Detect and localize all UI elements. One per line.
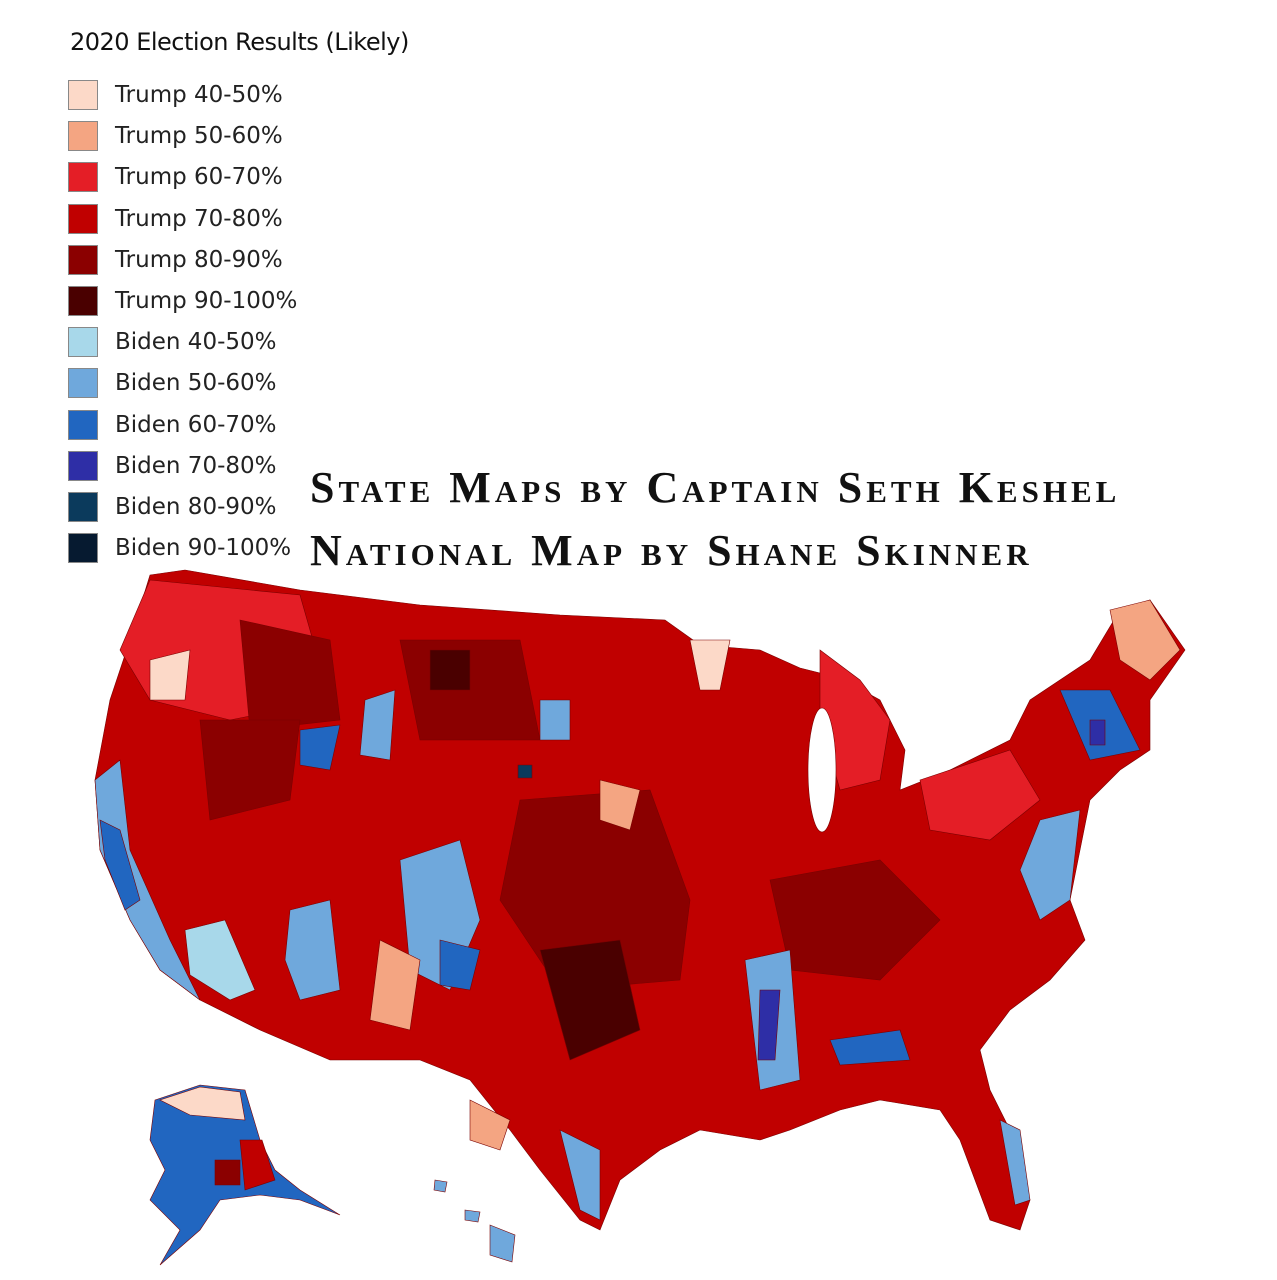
legend-item: Trump 80-90% xyxy=(68,244,283,276)
legend-item: Trump 60-70% xyxy=(68,161,283,193)
region xyxy=(94,759,201,1001)
region xyxy=(239,1139,276,1191)
region xyxy=(239,619,341,731)
region xyxy=(299,724,341,771)
legend-label: Biden 40-50% xyxy=(115,329,277,356)
region xyxy=(1109,599,1181,681)
region xyxy=(539,699,571,741)
region xyxy=(214,1159,241,1186)
legend-label: Trump 50-60% xyxy=(115,123,283,150)
legend-swatch xyxy=(68,121,98,152)
legend-label: Trump 40-50% xyxy=(115,82,283,108)
legend-swatch xyxy=(68,244,98,275)
region xyxy=(159,1086,246,1121)
region xyxy=(284,899,341,1001)
region xyxy=(689,639,731,691)
legend-label: Biden 60-70% xyxy=(115,411,277,438)
region xyxy=(149,649,191,701)
legend-label: Biden 50-60% xyxy=(115,370,277,397)
region xyxy=(919,749,1041,841)
legend-title: 2020 Election Results (Likely) xyxy=(70,28,409,56)
region xyxy=(99,819,141,911)
lake xyxy=(807,707,837,833)
hawaii xyxy=(433,1179,448,1193)
legend-swatch xyxy=(68,533,98,564)
legend-label: Biden 90-100% xyxy=(115,535,292,562)
legend-swatch xyxy=(68,450,98,481)
credit: National Map by Shane Skinner xyxy=(310,526,1033,575)
region xyxy=(757,989,781,1061)
region xyxy=(499,789,691,991)
legend-label: Trump 60-70% xyxy=(115,164,283,191)
legend-swatch xyxy=(68,80,98,110)
legend-label: Trump 70-80% xyxy=(115,205,283,232)
region xyxy=(517,764,533,779)
legend-item: Biden 80-90% xyxy=(68,491,277,523)
legend-item: Trump 50-60% xyxy=(68,120,283,152)
legend-label: Biden 80-90% xyxy=(115,494,277,520)
credit: State Maps by Captain Seth Keshel xyxy=(310,463,1121,512)
legend-swatch xyxy=(68,492,98,522)
region xyxy=(539,939,641,1061)
legend-label: Trump 80-90% xyxy=(115,246,283,273)
region xyxy=(829,1029,911,1066)
legend-swatch xyxy=(68,368,98,399)
legend-swatch xyxy=(68,286,98,316)
legend-item: Trump 40-50% xyxy=(68,79,283,111)
legend-swatch xyxy=(68,409,98,440)
legend-item: Trump 70-80% xyxy=(68,203,283,235)
legend-item: Biden 60-70% xyxy=(68,409,277,441)
hawaii xyxy=(464,1209,481,1223)
region xyxy=(429,649,471,691)
region xyxy=(1019,809,1081,921)
legend-item: Biden 70-80% xyxy=(68,450,277,482)
region xyxy=(199,719,301,821)
legend-item: Biden 40-50% xyxy=(68,326,277,358)
legend-swatch xyxy=(68,162,98,193)
region xyxy=(469,1099,511,1151)
legend-item: Biden 90-100% xyxy=(68,532,291,564)
region xyxy=(184,919,256,1001)
legend-swatch xyxy=(68,327,98,358)
region xyxy=(439,939,481,991)
region xyxy=(599,779,641,831)
legend-swatch xyxy=(68,203,98,234)
region xyxy=(559,1129,601,1221)
region xyxy=(369,939,421,1031)
region xyxy=(359,689,396,761)
legend-label: Trump 90-100% xyxy=(115,288,298,314)
legend-item: Biden 50-60% xyxy=(68,367,277,399)
hawaii xyxy=(489,1224,516,1263)
legend-label: Biden 70-80% xyxy=(115,452,277,479)
region xyxy=(1089,719,1106,746)
legend-item: Trump 90-100% xyxy=(68,285,297,317)
region xyxy=(999,1119,1031,1206)
